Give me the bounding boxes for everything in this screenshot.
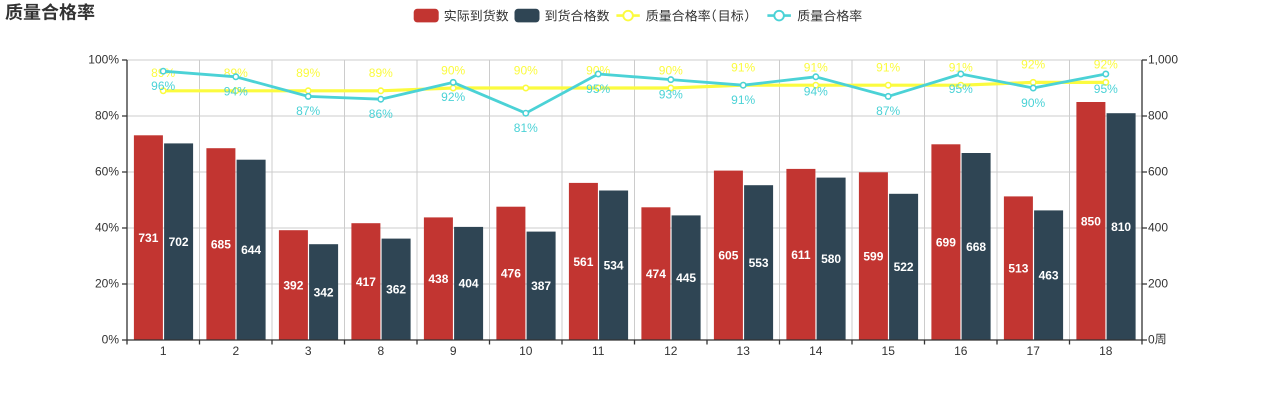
- svg-text:91%: 91%: [731, 93, 755, 107]
- svg-text:9: 9: [450, 344, 457, 358]
- svg-text:90%: 90%: [514, 63, 538, 77]
- svg-text:600: 600: [1148, 164, 1168, 178]
- svg-text:92%: 92%: [1094, 58, 1118, 72]
- svg-text:3: 3: [305, 344, 312, 358]
- svg-text:81%: 81%: [514, 121, 538, 135]
- svg-text:87%: 87%: [296, 104, 320, 118]
- svg-text:699: 699: [936, 235, 956, 249]
- svg-text:404: 404: [459, 277, 479, 291]
- svg-text:342: 342: [314, 285, 334, 299]
- svg-text:438: 438: [428, 272, 448, 286]
- svg-text:18: 18: [1099, 344, 1113, 358]
- svg-text:417: 417: [356, 275, 376, 289]
- svg-text:392: 392: [283, 278, 303, 292]
- svg-text:87%: 87%: [876, 104, 900, 118]
- svg-text:0%: 0%: [102, 332, 120, 346]
- svg-text:16: 16: [954, 344, 968, 358]
- svg-text:685: 685: [211, 237, 231, 251]
- svg-text:513: 513: [1008, 262, 1028, 276]
- svg-text:60%: 60%: [95, 164, 119, 178]
- svg-text:17: 17: [1027, 344, 1041, 358]
- svg-text:605: 605: [718, 249, 738, 263]
- svg-text:96%: 96%: [151, 79, 175, 93]
- svg-text:599: 599: [863, 249, 883, 263]
- svg-text:91%: 91%: [804, 61, 828, 75]
- svg-text:534: 534: [604, 259, 624, 273]
- svg-text:474: 474: [646, 267, 666, 281]
- svg-text:1: 1: [160, 344, 167, 358]
- svg-text:731: 731: [138, 231, 158, 245]
- svg-text:13: 13: [737, 344, 751, 358]
- svg-text:644: 644: [241, 243, 261, 257]
- svg-text:92%: 92%: [1021, 58, 1045, 72]
- svg-text:91%: 91%: [731, 61, 755, 75]
- svg-text:476: 476: [501, 267, 521, 281]
- svg-text:91%: 91%: [949, 61, 973, 75]
- svg-text:362: 362: [386, 283, 406, 297]
- svg-text:15: 15: [882, 344, 896, 358]
- svg-text:95%: 95%: [586, 82, 610, 96]
- svg-text:40%: 40%: [95, 220, 119, 234]
- svg-text:90%: 90%: [441, 63, 465, 77]
- svg-text:95%: 95%: [1094, 82, 1118, 96]
- svg-text:86%: 86%: [369, 107, 393, 121]
- svg-text:463: 463: [1039, 269, 1059, 283]
- svg-text:89%: 89%: [369, 66, 393, 80]
- svg-text:611: 611: [791, 248, 811, 262]
- svg-text:850: 850: [1081, 214, 1101, 228]
- svg-text:702: 702: [169, 235, 189, 249]
- svg-text:14: 14: [809, 344, 823, 358]
- svg-text:200: 200: [1148, 276, 1168, 290]
- svg-text:800: 800: [1148, 108, 1168, 122]
- svg-text:100%: 100%: [88, 52, 119, 66]
- svg-text:561: 561: [573, 255, 593, 269]
- svg-text:95%: 95%: [949, 82, 973, 96]
- svg-text:89%: 89%: [296, 66, 320, 80]
- svg-text:80%: 80%: [95, 108, 119, 122]
- svg-text:553: 553: [749, 256, 769, 270]
- svg-text:400: 400: [1148, 220, 1168, 234]
- svg-text:8: 8: [377, 344, 384, 358]
- svg-text:810: 810: [1111, 220, 1131, 234]
- svg-text:94%: 94%: [224, 85, 248, 99]
- svg-text:93%: 93%: [659, 87, 683, 101]
- svg-text:2: 2: [232, 344, 239, 358]
- svg-text:445: 445: [676, 271, 696, 285]
- svg-text:10: 10: [519, 344, 533, 358]
- svg-text:94%: 94%: [804, 85, 828, 99]
- svg-text:580: 580: [821, 252, 841, 266]
- svg-text:92%: 92%: [441, 90, 465, 104]
- svg-text:90%: 90%: [659, 63, 683, 77]
- svg-text:1,000: 1,000: [1148, 52, 1178, 66]
- svg-text:0: 0: [1148, 332, 1155, 346]
- svg-text:668: 668: [966, 240, 986, 254]
- svg-text:11: 11: [592, 344, 605, 358]
- svg-text:91%: 91%: [876, 61, 900, 75]
- svg-text:12: 12: [664, 344, 678, 358]
- svg-text:387: 387: [531, 279, 551, 293]
- svg-text:522: 522: [894, 260, 914, 274]
- svg-text:90%: 90%: [1021, 96, 1045, 110]
- svg-text:20%: 20%: [95, 276, 119, 290]
